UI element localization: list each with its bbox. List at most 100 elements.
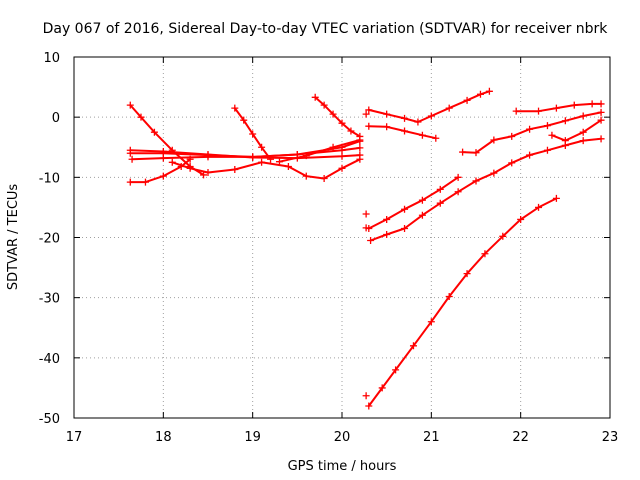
x-tick-label: 17	[66, 430, 83, 445]
data-series	[168, 155, 364, 183]
data-point	[454, 188, 462, 196]
data-point	[414, 118, 422, 126]
data-point	[311, 93, 319, 101]
data-point	[579, 128, 587, 136]
data-point	[401, 205, 409, 213]
data-point	[362, 110, 370, 118]
series-line	[314, 96, 361, 138]
y-tick-label: -20	[39, 232, 60, 247]
data-series	[365, 173, 462, 232]
data-series	[365, 194, 560, 410]
data-point	[508, 132, 516, 140]
plot-frame	[73, 56, 611, 419]
series-line	[367, 197, 558, 407]
data-point	[200, 171, 208, 179]
data-point	[561, 117, 569, 125]
data-point	[481, 250, 489, 258]
series-line	[129, 158, 192, 184]
data-point	[383, 123, 391, 131]
data-point	[126, 101, 134, 109]
x-tick-label: 18	[155, 430, 172, 445]
data-point	[126, 178, 134, 186]
data-point	[383, 110, 391, 118]
data-point	[284, 163, 292, 171]
data-point	[302, 172, 310, 180]
data-point	[579, 112, 587, 120]
y-tick-label: -40	[39, 352, 60, 367]
x-tick-label: 23	[602, 430, 619, 445]
data-point	[401, 224, 409, 232]
data-point	[186, 164, 194, 172]
axis-ticks: 17 18 19 20 21 22 23 -50 -40 -30 -20 -10 0 10	[39, 51, 619, 445]
data-point	[427, 318, 435, 326]
data-point	[401, 127, 409, 135]
data-point	[485, 87, 493, 95]
data-point	[338, 164, 346, 172]
y-tick-label: 0	[52, 111, 60, 126]
data-point	[240, 116, 248, 124]
data-point	[365, 122, 373, 130]
data-point	[535, 107, 543, 115]
x-axis-label: GPS time / hours	[288, 459, 397, 474]
data-point	[258, 158, 266, 166]
data-series	[311, 93, 364, 140]
data-point	[362, 210, 370, 218]
data-point	[168, 158, 176, 166]
data-point	[418, 211, 426, 219]
data-point	[126, 149, 134, 157]
series-line	[367, 125, 437, 140]
data-point	[508, 159, 516, 167]
data-point	[436, 199, 444, 207]
data-point	[362, 392, 370, 400]
x-tick-label: 20	[334, 430, 351, 445]
data-point	[159, 172, 167, 180]
data-point	[472, 177, 480, 185]
data-point	[320, 101, 328, 109]
data-point	[535, 203, 543, 211]
data-point	[409, 342, 417, 350]
y-axis-label: SDTVAR / TECUs	[6, 184, 21, 291]
data-point	[338, 152, 346, 160]
data-point	[347, 127, 355, 135]
data-series	[512, 100, 605, 115]
series-line	[278, 139, 361, 163]
data-point	[392, 366, 400, 374]
y-tick-label: -30	[39, 292, 60, 307]
data-point	[418, 131, 426, 139]
data-point	[588, 100, 596, 108]
data-point	[427, 112, 435, 120]
data-series	[365, 122, 440, 142]
data-point	[517, 215, 525, 223]
data-point	[459, 148, 467, 156]
data-point	[128, 155, 136, 163]
x-tick-label: 22	[512, 430, 529, 445]
data-point	[476, 90, 484, 98]
data-point	[463, 270, 471, 278]
series-line	[367, 176, 460, 230]
data-point	[552, 104, 560, 112]
data-series	[459, 108, 605, 157]
data-point	[432, 134, 440, 142]
series-line	[171, 158, 361, 180]
data-point	[526, 151, 534, 159]
data-point	[499, 232, 507, 240]
data-point	[543, 122, 551, 130]
data-point	[418, 196, 426, 204]
data-point	[302, 152, 310, 160]
data-point	[445, 292, 453, 300]
data-series	[126, 101, 208, 179]
data-series	[231, 104, 275, 163]
y-tick-label: -10	[39, 171, 60, 186]
data-point	[249, 153, 257, 161]
data-point	[383, 230, 391, 238]
data-point	[329, 110, 337, 118]
data-point	[579, 137, 587, 145]
data-point	[454, 173, 462, 181]
data-point	[249, 130, 257, 138]
data-point	[597, 116, 605, 124]
x-tick-label: 19	[244, 430, 261, 445]
data-point	[356, 155, 364, 163]
data-point	[320, 175, 328, 183]
data-series	[367, 135, 605, 245]
